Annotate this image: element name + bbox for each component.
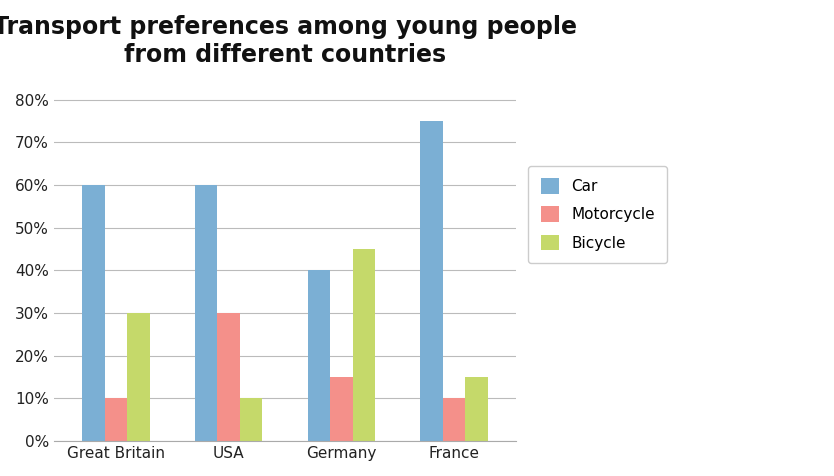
Bar (330, 377, 353, 441)
Bar (240, 398, 263, 441)
Bar (420, 121, 443, 441)
Title: Transport preferences among young people
from different countries: Transport preferences among young people… (0, 15, 577, 67)
Bar (195, 185, 218, 441)
Bar (353, 249, 375, 441)
Bar (104, 398, 127, 441)
Bar (308, 270, 330, 441)
Bar (465, 377, 488, 441)
Bar (443, 398, 465, 441)
Legend: Car, Motorcycle, Bicycle: Car, Motorcycle, Bicycle (529, 166, 667, 263)
Bar (218, 313, 240, 441)
Bar (127, 313, 149, 441)
Bar (82, 185, 104, 441)
